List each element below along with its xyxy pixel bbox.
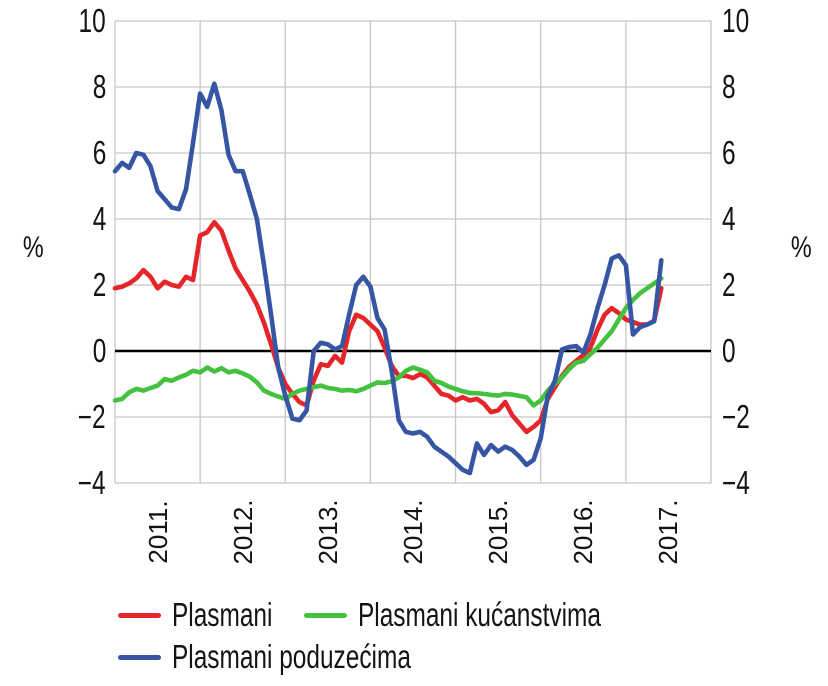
y-tick-label-right: −2 bbox=[722, 398, 750, 435]
y-tick-label-left: −2 bbox=[78, 398, 106, 435]
y-tick-label-right: 0 bbox=[722, 332, 736, 369]
x-tick-label: 2015. bbox=[483, 499, 514, 565]
x-tick-label: 2014. bbox=[398, 499, 428, 565]
y-tick-label-left: −4 bbox=[78, 464, 106, 501]
x-tick-label: 2016. bbox=[568, 499, 599, 565]
series-line-plasmani bbox=[112, 220, 664, 435]
y-tick-label-right: 4 bbox=[722, 200, 736, 237]
legend-item-plasmani-poduzecima: Plasmani poduzećima bbox=[118, 640, 495, 674]
y-tick-label-left: 2 bbox=[92, 266, 106, 303]
y-axis-unit-label-left: % bbox=[22, 231, 44, 264]
legend-label-plasmani-poduzecima: Plasmani poduzećima bbox=[172, 638, 411, 675]
y-tick-label-right: −4 bbox=[722, 464, 750, 501]
legend-label-plasmani: Plasmani bbox=[172, 596, 273, 633]
y-tick-label-left: 0 bbox=[92, 332, 106, 369]
legend-marker-plasmani-kucanstvima bbox=[304, 612, 347, 618]
y-tick-label-right: 2 bbox=[722, 266, 736, 303]
series-line-plasmani-poduzecima bbox=[112, 81, 664, 476]
y-tick-label-left: 4 bbox=[92, 200, 106, 237]
y-tick-label-left: 10 bbox=[78, 2, 106, 39]
legend-item-plasmani: Plasmani bbox=[118, 598, 308, 632]
x-tick-label: 2012. bbox=[227, 499, 258, 565]
x-tick-label: 2011. bbox=[142, 500, 173, 564]
y-tick-label-left: 6 bbox=[92, 134, 106, 171]
y-tick-label-right: 8 bbox=[722, 68, 736, 105]
y-axis-unit-label-right: % bbox=[790, 231, 812, 264]
legend-label-plasmani-kucanstvima: Plasmani kućanstvima bbox=[358, 596, 601, 633]
legend-item-plasmani-kucanstvima: Plasmani kućanstvima bbox=[304, 598, 686, 632]
series-line-plasmani-kucanstvima bbox=[112, 276, 664, 408]
y-tick-label-right: 6 bbox=[722, 134, 736, 171]
x-tick-label: 2017. bbox=[653, 499, 684, 565]
y-tick-label-left: 8 bbox=[92, 68, 106, 105]
x-tick-label: 2013. bbox=[312, 499, 343, 565]
legend-marker-plasmani bbox=[118, 612, 161, 618]
legend-marker-plasmani-poduzecima bbox=[118, 654, 161, 660]
y-tick-label-right: 10 bbox=[722, 2, 750, 39]
